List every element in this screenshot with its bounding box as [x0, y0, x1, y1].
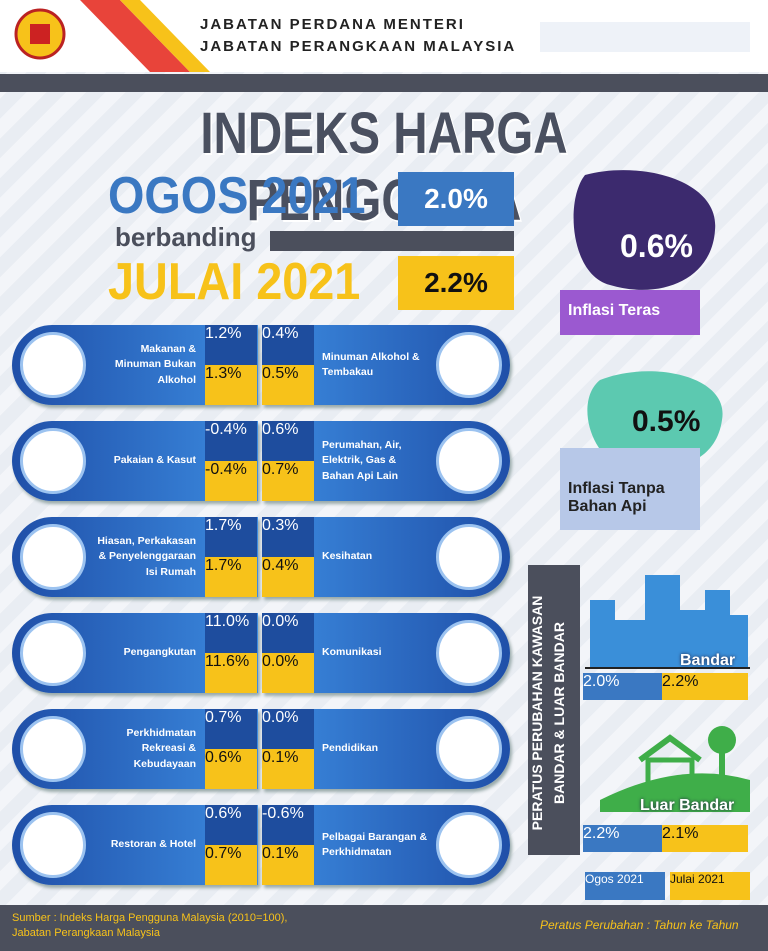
group-icon [436, 620, 502, 686]
group-name: Makanan & Minuman Bukan Alkohol [114, 343, 196, 386]
previous-value val: 0.5% [262, 365, 314, 405]
current-value val: -0.4% [205, 421, 257, 461]
group-name: Pelbagai Barangan & Perkhidmatan [322, 830, 428, 858]
previous-value val: 2.1% [662, 825, 748, 852]
panel-title: BANDAR & LUAR BANDAR [551, 622, 567, 804]
previous-value val: 0.7% [262, 461, 314, 501]
current-value val: 0.6% [205, 805, 257, 845]
group-icon [436, 812, 502, 878]
group-icon [436, 716, 502, 782]
previous-value val: 0.1% [262, 845, 314, 885]
group-name: Komunikasi [322, 646, 382, 659]
current-value val: 2.0% [583, 673, 662, 700]
non-fuel-value: 0.5% [632, 405, 701, 438]
footer-note: Peratus Perubahan : Tahun ke Tahun [540, 918, 739, 932]
group-icon [436, 428, 502, 494]
group-icon [20, 332, 86, 398]
group-name: Minuman Alkohol & Tembakau [322, 350, 420, 378]
previous-value val: 1.7% [205, 557, 257, 597]
legend-item val: Ogos 2021 [585, 872, 665, 900]
group-icon [436, 524, 502, 590]
previous-value val: -0.4% [205, 461, 257, 501]
current-value val: 2.2% [583, 825, 662, 852]
current-value val: 0.4% [262, 325, 314, 365]
current-value val: 1.2% [205, 325, 257, 365]
current-value: 2.0% [398, 172, 514, 226]
current-value val: 0.6% [262, 421, 314, 461]
area-name: Bandar [680, 652, 736, 669]
header-line: JABATAN PERANGKAAN MALAYSIA [200, 38, 517, 55]
panel-title: PERATUS PERUBAHAN KAWASAN [529, 595, 545, 831]
previous-value val: 0.1% [262, 749, 314, 789]
group-name: Perkhidmatan Rekreasi & Kebudayaan [126, 727, 196, 770]
previous-value val: 11.6% [205, 653, 257, 693]
group-icon [436, 332, 502, 398]
group-icon [20, 812, 86, 878]
non-fuel-label: Inflasi Tanpa Bahan Api [560, 448, 700, 530]
group-name: Perumahan, Air, Elektrik, Gas & Bahan Ap… [322, 439, 402, 482]
current-label: OGOS 2021 [108, 167, 366, 225]
previous-value val: 0.4% [262, 557, 314, 597]
previous-label: JULAI 2021 [108, 253, 361, 311]
group-icon [20, 716, 86, 782]
group-name: Pakaian & Kasut [113, 454, 196, 467]
source: Jabatan Perangkaan Malaysia [12, 927, 160, 939]
previous-value val: 2.2% [662, 673, 748, 700]
core-value: 0.6% [620, 228, 693, 264]
current-value val: 11.0% [205, 613, 257, 653]
previous-value: 2.2% [398, 256, 514, 310]
previous-value val: 1.3% [205, 365, 257, 405]
previous-value val: 0.7% [205, 845, 257, 885]
core-label: Inflasi Teras [560, 290, 700, 335]
group-icon [20, 524, 86, 590]
group-icon [20, 428, 86, 494]
group-name: Pendidikan [322, 742, 379, 755]
group-name: Hiasan, Perkakasan & Penyelenggaraan Isi… [97, 535, 196, 578]
connector: berbanding [115, 222, 257, 252]
source: Sumber : Indeks Harga Pengguna Malaysia … [12, 912, 288, 924]
previous-value val: 0.6% [205, 749, 257, 789]
legend-item val: Julai 2021 [670, 872, 750, 900]
group-name: Kesihatan [322, 550, 373, 563]
current-value val: 0.0% [262, 613, 314, 653]
previous-value val: 0.0% [262, 653, 314, 693]
area-name: Luar Bandar [640, 797, 735, 814]
group-icon [20, 620, 86, 686]
current-value val: 1.7% [205, 517, 257, 557]
current-value val: 0.3% [262, 517, 314, 557]
current-value val: 0.0% [262, 709, 314, 749]
current-value val: -0.6% [262, 805, 314, 845]
current-value val: 0.7% [205, 709, 257, 749]
header-line: JABATAN PERDANA MENTERI [200, 16, 465, 33]
group-name: Restoran & Hotel [110, 838, 196, 851]
group-name: Pengangkutan [123, 646, 196, 659]
